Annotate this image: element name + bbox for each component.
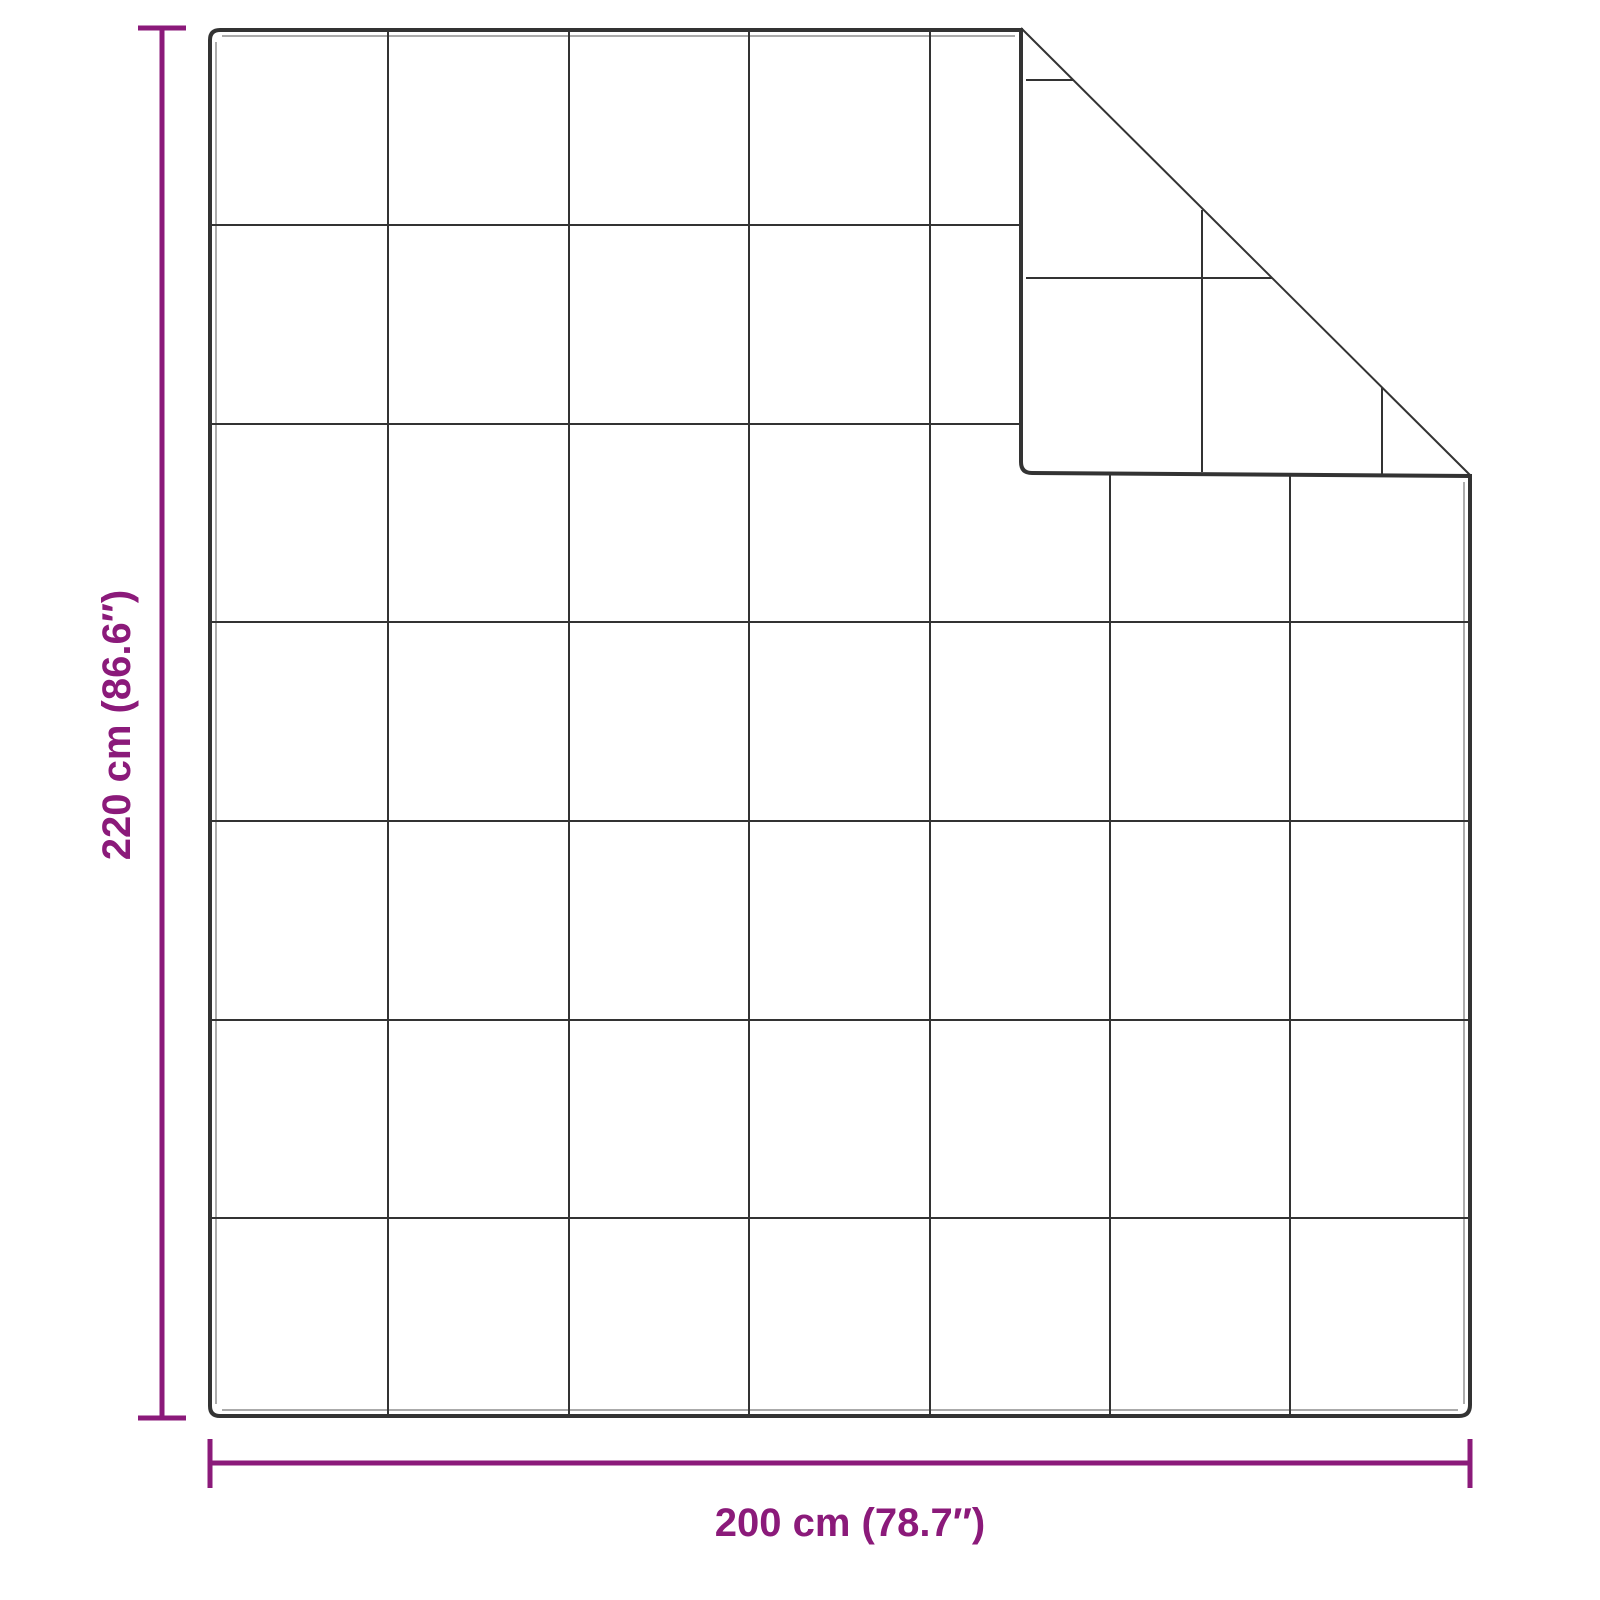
quilt-outline xyxy=(208,28,1472,1418)
folded-corner xyxy=(1020,27,1471,476)
height-label: 220 cm (86.6″) xyxy=(95,590,139,860)
width-dimension: 200 cm (78.7″) xyxy=(207,1439,1473,1545)
quilt-body xyxy=(208,27,1472,1418)
fold-edge xyxy=(1020,27,1471,476)
width-label: 200 cm (78.7″) xyxy=(715,1501,985,1545)
quilt-seam xyxy=(215,35,1465,1411)
quilt-grid xyxy=(212,32,1468,1414)
height-dimension: 220 cm (86.6″) xyxy=(95,25,186,1421)
